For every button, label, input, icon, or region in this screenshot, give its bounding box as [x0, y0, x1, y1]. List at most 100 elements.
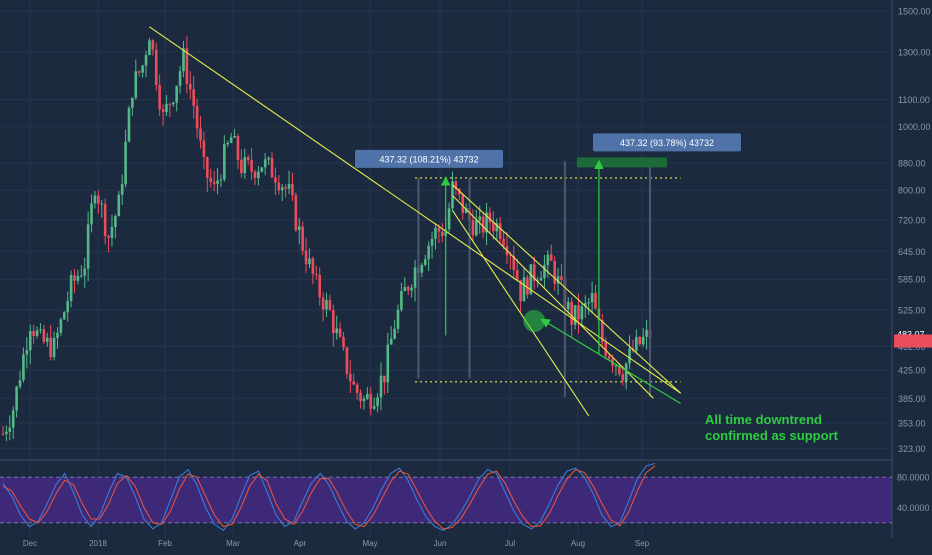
price-tick-label: 585.00	[898, 275, 926, 285]
candle-down	[355, 384, 359, 393]
measure-target-band	[576, 157, 667, 168]
candle-down	[532, 264, 536, 281]
candle-down	[498, 223, 502, 239]
candle-up	[257, 171, 260, 179]
candle-up	[229, 137, 233, 143]
candle-up	[420, 264, 424, 273]
candle-up	[39, 329, 42, 331]
candle-up	[614, 365, 618, 367]
candle-up	[243, 157, 247, 174]
candle-down	[195, 105, 199, 129]
time-tick-label: 2018	[89, 539, 107, 548]
candle-up	[8, 427, 12, 432]
candle-up	[131, 97, 134, 108]
candle-down	[321, 297, 325, 310]
candle-up	[124, 141, 127, 185]
candle-up	[335, 328, 339, 334]
candle-up	[260, 167, 264, 172]
candle-up	[366, 394, 369, 399]
time-tick-label: Apr	[294, 539, 307, 548]
candle-up	[434, 227, 437, 239]
candle-down	[32, 330, 35, 336]
candle-up	[624, 363, 628, 381]
price-tick-label: 880.00	[898, 158, 926, 168]
candle-up	[485, 212, 488, 233]
candle-up	[635, 336, 638, 351]
candle-up	[403, 287, 407, 292]
support-marker	[523, 310, 546, 333]
time-tick-label: Feb	[158, 539, 172, 548]
candle-up	[59, 319, 63, 333]
candle-up	[90, 203, 93, 225]
annotation-text: All time downtrend	[705, 412, 822, 427]
candle-down	[274, 177, 277, 183]
candle-down	[440, 231, 444, 236]
candle-down	[311, 258, 315, 275]
annotation-arrow	[540, 318, 681, 405]
measure-label-box	[593, 133, 741, 152]
trendline	[452, 210, 590, 417]
candle-down	[202, 140, 206, 158]
candle-down	[270, 157, 274, 178]
candle-down	[604, 342, 608, 356]
stoch-d-line	[2, 465, 656, 530]
candle-down	[154, 49, 158, 85]
candle-down	[73, 275, 76, 281]
stoch-k-line	[2, 462, 656, 532]
price-tick-label: 1300.00	[898, 47, 931, 57]
candle-up	[386, 344, 390, 383]
candle-down	[519, 280, 522, 302]
candle-down	[349, 373, 352, 382]
candle-down	[168, 103, 172, 105]
candle-up	[427, 245, 430, 260]
candle-down	[454, 181, 458, 189]
price-tick-label: 1000.00	[898, 122, 931, 132]
candle-down	[185, 48, 189, 84]
candle-up	[219, 179, 223, 181]
candle-down	[338, 328, 342, 337]
candle-up	[226, 142, 230, 145]
candle-up	[263, 159, 267, 168]
candle-up	[539, 277, 543, 281]
candle-down	[250, 160, 253, 172]
candle-down	[240, 159, 243, 174]
candle-down	[488, 212, 492, 223]
candle-down	[607, 355, 611, 359]
candle-down	[318, 275, 321, 298]
candle-down	[594, 293, 597, 309]
price-tick-label: 353.00	[898, 419, 926, 429]
candle-down	[560, 276, 563, 280]
stoch-tick-label: 80.0000	[897, 473, 930, 483]
candle-up	[362, 398, 366, 402]
candle-up	[396, 309, 400, 329]
measure-label: 437.32 (108.21%) 43732	[379, 154, 478, 164]
candle-down	[638, 336, 642, 345]
candle-up	[529, 264, 533, 295]
price-tick-label: 800.00	[898, 186, 926, 196]
candle-up	[393, 328, 396, 339]
candle-up	[475, 220, 478, 236]
candle-down	[42, 329, 46, 342]
candle-up	[52, 337, 56, 358]
candle-up	[114, 216, 117, 227]
price-tick-label: 385.00	[898, 394, 926, 404]
candle-up	[223, 144, 226, 180]
candle-up	[587, 302, 591, 304]
candle-up	[100, 203, 104, 205]
candle-down	[352, 381, 356, 385]
time-tick-label: Dec	[23, 539, 37, 548]
candle-up	[76, 275, 80, 281]
candle-up	[410, 287, 413, 291]
candle-up	[495, 223, 499, 232]
candle-down	[294, 195, 298, 231]
candle-up	[372, 406, 376, 409]
candle-down	[103, 203, 107, 236]
candle-down	[342, 336, 345, 348]
candle-up	[580, 306, 584, 320]
candle-up	[5, 431, 8, 434]
candle-down	[515, 270, 519, 281]
candle-down	[526, 277, 529, 295]
candle-down	[209, 177, 213, 182]
candle-up	[543, 264, 546, 278]
